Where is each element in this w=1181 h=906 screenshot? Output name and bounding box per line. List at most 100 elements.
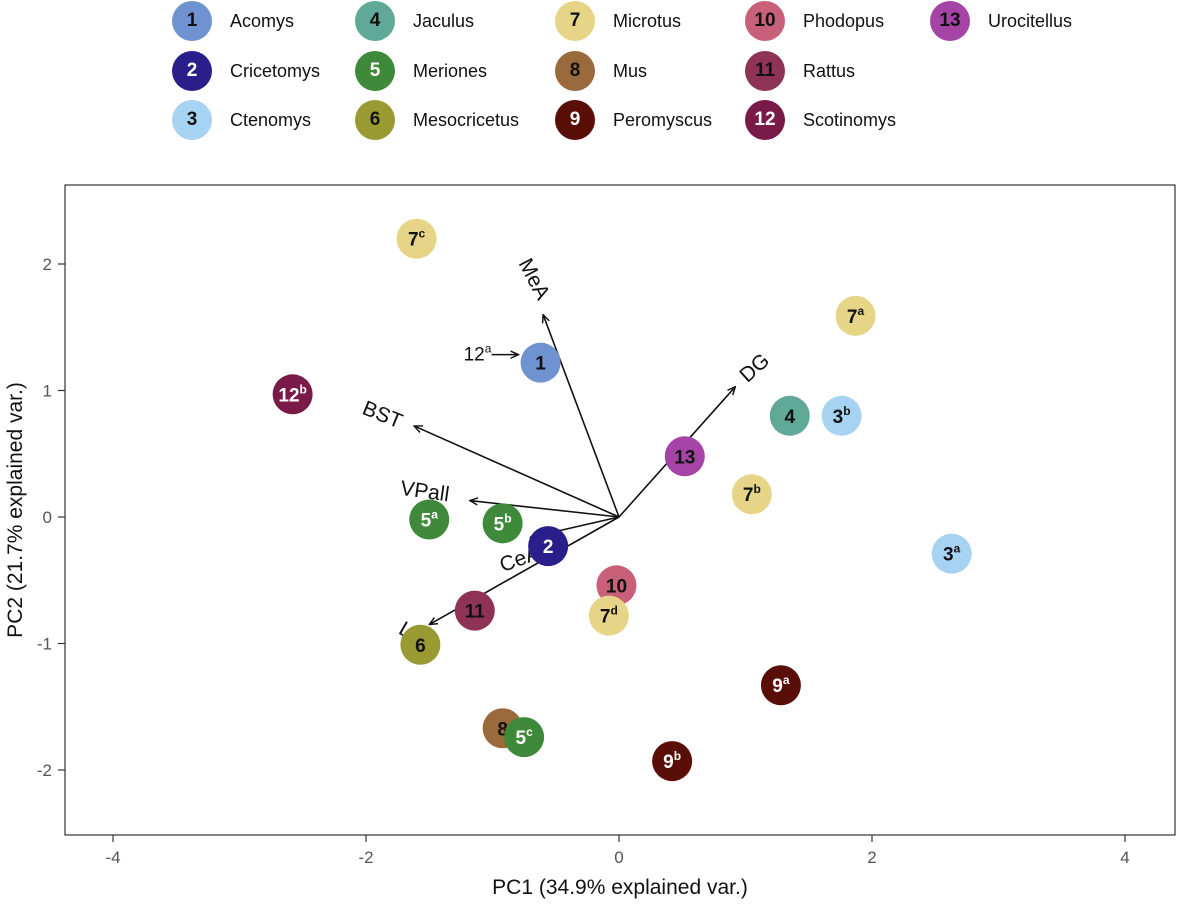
point-label: 7d — [600, 604, 618, 628]
y-tick-label: 1 — [43, 382, 52, 401]
point-meriones-a: 5a — [409, 499, 450, 540]
legend-item-rattus: 11 Rattus — [745, 51, 855, 91]
point-label: 7a — [847, 304, 865, 328]
point-marker — [528, 526, 569, 567]
point-label: 4 — [784, 407, 795, 428]
point-label: 5a — [421, 508, 439, 532]
x-axis: -4 -2 0 2 4 — [105, 835, 1130, 867]
point-label: 7c — [408, 227, 426, 251]
point-label: 8 — [497, 719, 508, 740]
point-marker — [731, 474, 772, 515]
point-microtus-b: 7b — [731, 474, 772, 515]
legend-label: Scotinomys — [803, 109, 897, 130]
annotations: 12a — [464, 342, 519, 366]
legend-label: Acomys — [230, 10, 295, 31]
legend-marker: 4 — [355, 1, 395, 41]
y-tick-label: -1 — [37, 635, 52, 654]
point-peromyscus-a: 9a — [760, 665, 801, 706]
point-phodopus: 10 — [596, 565, 637, 606]
legend-item-urocitellus: 13 Urocitellus — [930, 1, 1072, 41]
point-marker — [835, 295, 876, 336]
legend-marker: 6 — [355, 100, 395, 140]
point-marker — [482, 503, 523, 544]
legend-marker: 1 — [172, 1, 212, 41]
legend-label: Ctenomys — [230, 109, 312, 130]
plot-panel — [64, 184, 1176, 836]
legend-label: Peromyscus — [613, 109, 713, 130]
legend-item-mus: 8 Mus — [555, 51, 647, 91]
point-marker — [520, 342, 561, 383]
point-label: 10 — [606, 576, 627, 597]
y-tick-label: 2 — [43, 255, 52, 274]
point-marker — [272, 374, 313, 415]
point-meriones-c: 5c — [504, 717, 545, 758]
annotation-label: 12a — [464, 342, 492, 366]
point-label: 3b — [833, 404, 851, 428]
x-axis-label: PC1 (34.9% explained var.) — [492, 876, 748, 899]
loading-arrow-mea — [543, 315, 620, 518]
point-scotinomys-b: 12b — [272, 374, 313, 415]
point-peromyscus-b: 9b — [652, 741, 693, 782]
loading-arrow-vpall — [470, 501, 620, 518]
legend-marker: 3 — [172, 100, 212, 140]
legend-label: Jaculus — [413, 10, 475, 31]
legend-label: Meriones — [413, 60, 488, 81]
point-marker — [396, 218, 437, 259]
loading-arrow-bst — [414, 425, 620, 518]
point-marker — [769, 395, 810, 436]
point-marker — [596, 565, 637, 606]
point-marker — [664, 436, 705, 477]
legend-marker: 8 — [555, 51, 595, 91]
x-tick-label: 0 — [614, 848, 623, 867]
legend-marker: 13 — [930, 1, 970, 41]
point-label: 9b — [663, 749, 681, 773]
point-ctenomys-a: 3a — [931, 533, 972, 574]
legend-marker: 5 — [355, 51, 395, 91]
point-microtus-d: 7d — [588, 595, 629, 636]
y-tick-label: 0 — [43, 508, 52, 527]
legend-marker: 10 — [745, 1, 785, 41]
point-marker — [931, 533, 972, 574]
legend-label: Mus — [613, 60, 648, 81]
legend-marker: 7 — [555, 1, 595, 41]
legend: 1 Acomys 2 Cricetomys 3 Ctenomys 4 Jaculus 5 Meri… — [0, 0, 1181, 150]
point-mesocricetus: 6 — [400, 624, 441, 665]
point-label: 13 — [674, 447, 695, 468]
point-microtus-a: 7a — [835, 295, 876, 336]
legend-item-microtus: 7 Microtus — [555, 1, 681, 41]
legend-item-jaculus: 4 Jaculus — [355, 1, 474, 41]
legend-label: Phodopus — [803, 10, 885, 31]
legend-item-ctenomys: 3 Ctenomys — [172, 100, 311, 140]
y-tick-label: -2 — [37, 761, 52, 780]
legend-item-peromyscus: 9 Peromyscus — [555, 100, 712, 140]
point-label: 12b — [278, 382, 306, 406]
x-tick-label: -2 — [358, 848, 373, 867]
legend-label: Mesocricetus — [413, 109, 520, 130]
point-microtus-c: 7c — [396, 218, 437, 259]
legend-marker: 9 — [555, 100, 595, 140]
point-marker — [588, 595, 629, 636]
point-rattus: 11 — [454, 590, 495, 631]
point-label: 7b — [743, 482, 761, 506]
legend-marker: 2 — [172, 51, 212, 91]
legend-label: Urocitellus — [988, 10, 1073, 31]
legend-marker: 11 — [745, 51, 785, 91]
legend-item-acomys: 1 Acomys — [172, 1, 294, 41]
legend-item-scotinomys: 12 Scotinomys — [745, 100, 896, 140]
data-points: 7c 7a 1 12b 4 3b 13 7b 5a 5b 2 3a 10 11 7d 6 9a 8 5c 9b — [272, 218, 972, 782]
y-axis: -2 -1 0 1 2 — [37, 255, 65, 780]
point-label: 5b — [494, 511, 512, 535]
point-marker — [760, 665, 801, 706]
point-acomys: 1 — [520, 342, 561, 383]
point-marker — [821, 395, 862, 436]
point-ctenomys-b: 3b — [821, 395, 862, 436]
point-label: 9a — [772, 673, 790, 697]
legend-label: Microtus — [613, 10, 682, 31]
legend-label: Cricetomys — [230, 60, 321, 81]
point-marker — [652, 741, 693, 782]
point-cricetomys: 2 — [528, 526, 569, 567]
legend-item-phodopus: 10 Phodopus — [745, 1, 884, 41]
legend-item-cricetomys: 2 Cricetomys — [172, 51, 320, 91]
legend-item-meriones: 5 Meriones — [355, 51, 487, 91]
point-jaculus: 4 — [769, 395, 810, 436]
